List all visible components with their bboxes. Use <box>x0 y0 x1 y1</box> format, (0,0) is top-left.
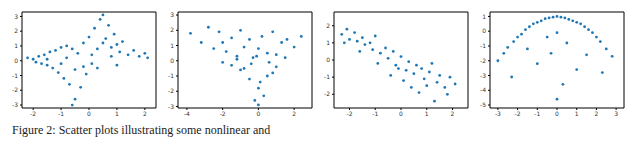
svg-text:-3: -3 <box>480 72 486 79</box>
svg-text:1: 1 <box>425 110 429 117</box>
svg-text:1: 1 <box>482 13 486 20</box>
svg-text:-1: -1 <box>168 72 174 79</box>
svg-text:-2: -2 <box>220 110 226 117</box>
svg-text:0: 0 <box>326 56 330 63</box>
svg-text:2: 2 <box>292 110 296 117</box>
svg-text:2: 2 <box>326 22 330 29</box>
svg-text:-4: -4 <box>184 110 190 117</box>
svg-text:-2: -2 <box>12 86 18 93</box>
svg-text:1: 1 <box>575 110 579 117</box>
svg-text:0: 0 <box>256 110 260 117</box>
html-text:Figure 2: Scatter plots illust: Figure 2: Scatter plots illustrating som… <box>12 123 271 137</box>
svg-text:2: 2 <box>594 110 598 117</box>
svg-text:1: 1 <box>115 110 119 117</box>
svg-text:3: 3 <box>170 11 174 18</box>
svg-text:-3: -3 <box>12 101 18 108</box>
svg-text:0: 0 <box>555 110 559 117</box>
svg-text:0: 0 <box>399 110 403 117</box>
svg-text:0: 0 <box>170 57 174 64</box>
svg-text:-2: -2 <box>346 110 352 117</box>
svg-text:2: 2 <box>143 110 147 117</box>
svg-text:-1: -1 <box>12 72 18 79</box>
svg-text:0: 0 <box>14 57 18 64</box>
svg-text:0: 0 <box>482 27 486 34</box>
svg-text:-2: -2 <box>30 110 36 117</box>
svg-text:-4: -4 <box>480 86 486 93</box>
svg-text:3: 3 <box>14 13 18 20</box>
svg-text:-1: -1 <box>480 42 486 49</box>
svg-text:2: 2 <box>14 27 18 34</box>
svg-text:1: 1 <box>14 42 18 49</box>
svg-text:0: 0 <box>87 110 91 117</box>
svg-text:2: 2 <box>451 110 455 117</box>
svg-text:1: 1 <box>326 39 330 46</box>
svg-text:-1: -1 <box>534 110 540 117</box>
svg-text:-5: -5 <box>480 101 486 108</box>
svg-text:-3: -3 <box>495 110 501 117</box>
svg-text:2: 2 <box>170 26 174 33</box>
svg-text:-2: -2 <box>324 90 330 97</box>
svg-text:3: 3 <box>614 110 618 117</box>
svg-text:-1: -1 <box>58 110 64 117</box>
svg-text:-3: -3 <box>168 103 174 110</box>
svg-text:-2: -2 <box>480 57 486 64</box>
svg-text:1: 1 <box>170 42 174 49</box>
svg-text:-1: -1 <box>372 110 378 117</box>
svg-text:-2: -2 <box>168 87 174 94</box>
svg-text:-2: -2 <box>515 110 521 117</box>
svg-text:-1: -1 <box>324 73 330 80</box>
